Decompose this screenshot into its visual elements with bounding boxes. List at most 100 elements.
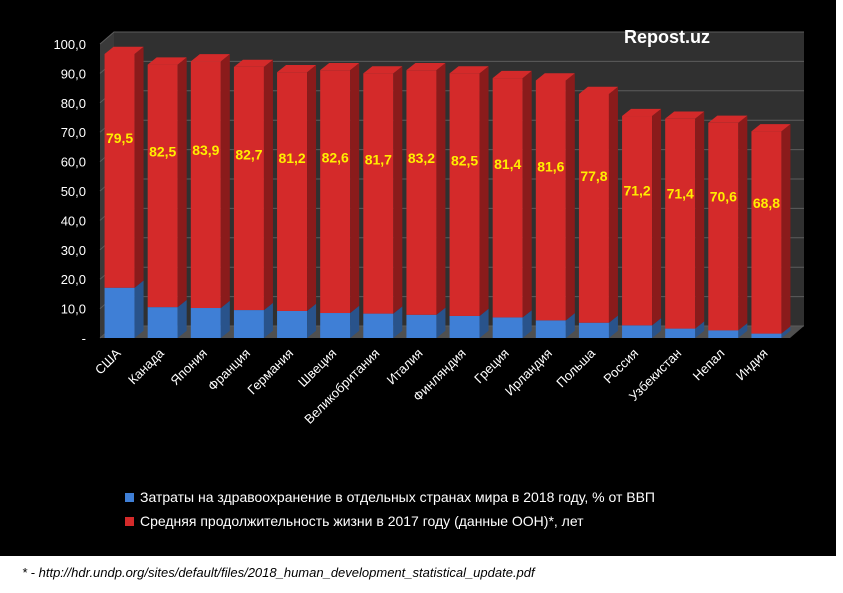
bar-life-expectancy-side <box>479 66 489 316</box>
data-label: 81,7 <box>365 152 392 168</box>
data-label: 83,2 <box>408 150 435 166</box>
x-category-label: Греция <box>471 346 512 387</box>
x-category-label: Великобритания <box>301 346 382 427</box>
bar-life-expectancy-front <box>104 53 135 288</box>
bar-life-expectancy-side <box>565 73 575 321</box>
y-tick-label: - <box>82 331 86 346</box>
bar-life-expectancy-top <box>277 65 317 73</box>
bar-health-spending-front <box>190 308 221 338</box>
bar-life-expectancy-front <box>578 93 609 323</box>
legend-swatch-blue <box>125 492 134 502</box>
data-label: 81,6 <box>537 159 564 175</box>
bar-health-spending-side <box>738 323 748 338</box>
bar-life-expectancy-front <box>751 131 782 334</box>
legend-swatch-red <box>125 516 134 526</box>
bar-life-expectancy-top <box>665 111 705 119</box>
bar-life-expectancy-side <box>263 59 273 311</box>
legend: Затраты на здравоохранение в отдельных с… <box>125 485 655 533</box>
data-label: 83,9 <box>192 142 219 158</box>
x-category-label: Россия <box>600 346 641 387</box>
bar-health-spending-side <box>479 308 489 338</box>
x-category-label: Польша <box>553 345 598 390</box>
bar-life-expectancy-top <box>147 57 187 65</box>
bar-life-expectancy-front <box>535 80 566 321</box>
data-label: 82,5 <box>451 153 478 169</box>
bar-life-expectancy-top <box>622 108 662 117</box>
watermark-text: Repost.uz <box>624 27 710 47</box>
y-tick-label: 60,0 <box>61 155 86 170</box>
bar-health-spending-side <box>177 299 187 338</box>
bar-health-spending-front <box>535 320 566 338</box>
bar-life-expectancy-side <box>177 57 187 308</box>
bar-health-spending-side <box>781 326 791 338</box>
bar-life-expectancy-top <box>449 66 489 74</box>
bar-life-expectancy-side <box>522 70 532 318</box>
bar-health-spending-front <box>492 317 523 338</box>
bar-life-expectancy-side <box>652 108 662 326</box>
data-label: 68,8 <box>753 195 780 211</box>
bar-health-spending-front <box>449 315 480 338</box>
x-category-label: Швеция <box>295 346 339 390</box>
bar-health-spending-side <box>307 303 317 338</box>
bar-health-spending-front <box>363 313 394 338</box>
data-label: 77,8 <box>580 168 607 184</box>
bar-health-spending-front <box>665 328 696 338</box>
y-tick-label: 10,0 <box>61 302 86 317</box>
bar-health-spending-side <box>220 300 230 338</box>
x-category-label: Италия <box>384 346 426 388</box>
bar-life-expectancy-top <box>104 46 144 54</box>
bar-life-expectancy-top <box>233 59 273 67</box>
bar-life-expectancy-front <box>277 72 308 311</box>
y-tick-label: 20,0 <box>61 272 86 287</box>
bar-life-expectancy-front <box>147 64 178 308</box>
bar-life-expectancy-top <box>492 70 532 79</box>
y-tick-label: 70,0 <box>61 125 86 140</box>
legend-label-health-spending: Затраты на здравоохранение в отдельных с… <box>140 489 655 505</box>
bar-life-expectancy-front <box>492 78 523 318</box>
legend-item-life-expectancy: Средняя продолжительность жизни в 2017 г… <box>125 509 655 533</box>
bar-health-spending-side <box>436 307 446 338</box>
x-category-label: Ирландия <box>502 346 555 399</box>
data-label: 82,7 <box>235 146 262 162</box>
bar-health-spending-front <box>578 322 609 338</box>
x-category-label: Канада <box>125 345 167 387</box>
bar-life-expectancy-front <box>449 73 480 316</box>
data-label: 71,4 <box>667 185 694 201</box>
data-label: 71,2 <box>623 183 650 199</box>
bar-life-expectancy-front <box>190 61 221 309</box>
bar-life-expectancy-front <box>363 73 394 314</box>
chart-panel: - 10,0 20,0 30,0 40,0 50,0 60,0 70,0 80,0 90,0 100… <box>0 0 836 556</box>
x-category-label: Индия <box>733 346 771 384</box>
bar-life-expectancy-top <box>320 62 360 71</box>
bar-life-expectancy-side <box>307 65 317 311</box>
bar-health-spending-side <box>350 305 360 338</box>
bar-life-expectancy-side <box>608 86 618 323</box>
source-footnote: * - http://hdr.undp.org/sites/default/fi… <box>22 565 535 580</box>
bar-health-spending-front <box>233 310 264 338</box>
bar-health-spending-side <box>652 318 662 338</box>
bar-health-spending-front <box>147 307 178 338</box>
bar-health-spending-front <box>406 314 437 338</box>
bar-life-expectancy-top <box>708 115 748 123</box>
bar-health-spending-side <box>263 302 273 338</box>
y-tick-label: 50,0 <box>61 184 86 199</box>
y-tick-label: 100,0 <box>53 37 86 52</box>
data-label: 81,4 <box>494 156 521 172</box>
bar-life-expectancy-side <box>436 62 446 315</box>
data-label: 82,5 <box>149 144 176 160</box>
bar-life-expectancy-side <box>781 124 791 334</box>
bar-life-expectancy-top <box>578 86 618 94</box>
bar-health-spending-front <box>320 313 351 338</box>
data-label: 70,6 <box>710 189 737 205</box>
bar-life-expectancy-side <box>134 46 144 288</box>
legend-label-life-expectancy: Средняя продолжительность жизни в 2017 г… <box>140 513 584 529</box>
y-tick-label: 90,0 <box>61 66 86 81</box>
bar-life-expectancy-side <box>738 115 748 331</box>
bar-health-spending-side <box>134 280 144 338</box>
bar-life-expectancy-front <box>406 70 437 315</box>
y-tick-label: 30,0 <box>61 243 86 258</box>
bar-health-spending-front <box>277 310 308 338</box>
x-category-label: Япония <box>167 346 210 389</box>
data-label: 81,2 <box>278 150 305 166</box>
x-category-label: Германия <box>244 346 296 398</box>
